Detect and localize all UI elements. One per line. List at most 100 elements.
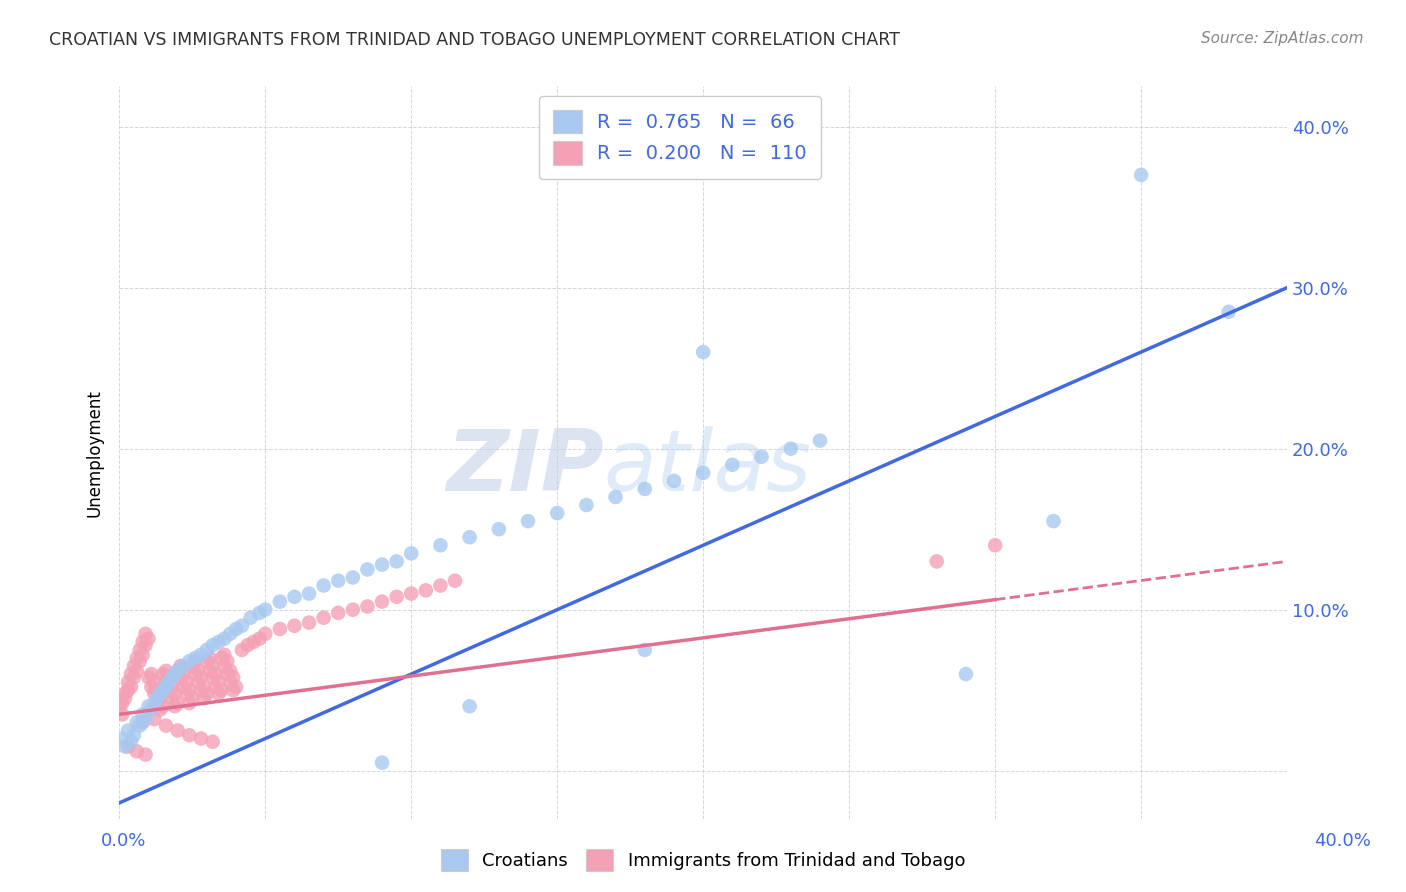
Point (444, 574, 467, 588)
Point (269, 594, 291, 608)
Point (187, 675, 209, 690)
Point (219, 664, 242, 678)
Point (214, 632, 236, 646)
Legend: Croatians, Immigrants from Trinidad and Tobago: Croatians, Immigrants from Trinidad and … (433, 842, 973, 879)
Point (155, 664, 177, 678)
Point (160, 670, 183, 684)
Point (575, 498, 598, 512)
Point (488, 522, 510, 536)
Point (201, 638, 224, 652)
Point (204, 680, 226, 694)
Point (157, 675, 180, 690)
Point (122, 659, 145, 673)
Point (239, 611, 262, 625)
Point (138, 670, 160, 684)
Point (187, 664, 209, 678)
Point (128, 718, 150, 732)
Point (283, 590, 305, 604)
Point (190, 683, 212, 698)
Point (385, 554, 408, 568)
Point (211, 651, 233, 665)
Point (117, 739, 139, 754)
Point (122, 670, 145, 684)
Point (173, 667, 195, 681)
Point (371, 558, 394, 572)
Text: atlas: atlas (605, 425, 811, 508)
Point (179, 683, 201, 698)
Point (120, 735, 142, 749)
Point (195, 654, 218, 668)
Point (135, 638, 157, 652)
Point (193, 691, 215, 706)
Point (955, 667, 977, 681)
Point (605, 490, 627, 504)
Point (111, 731, 134, 746)
Point (160, 691, 183, 706)
Point (219, 675, 242, 690)
Point (125, 744, 148, 758)
Point (179, 728, 201, 742)
Text: 0.0%: 0.0% (101, 831, 146, 849)
Point (1218, 305, 1240, 319)
Point (283, 619, 305, 633)
Point (371, 756, 394, 770)
Point (155, 680, 177, 694)
Point (128, 643, 150, 657)
Point (157, 683, 180, 698)
Point (169, 670, 191, 684)
Point (135, 712, 157, 726)
Point (131, 715, 153, 730)
Point (692, 466, 714, 480)
Point (114, 691, 136, 706)
Point (201, 659, 224, 673)
Point (114, 739, 136, 754)
Point (117, 675, 139, 690)
Point (141, 702, 163, 716)
Point (193, 680, 215, 694)
Point (312, 611, 335, 625)
Point (173, 680, 195, 694)
Y-axis label: Unemployment: Unemployment (86, 389, 103, 516)
Point (195, 643, 218, 657)
Point (114, 686, 136, 700)
Point (141, 680, 163, 694)
Point (198, 664, 221, 678)
Point (207, 635, 229, 649)
Point (181, 691, 204, 706)
Point (808, 434, 831, 448)
Point (298, 615, 321, 630)
Point (662, 474, 685, 488)
Point (236, 638, 259, 652)
Point (242, 635, 264, 649)
Point (166, 664, 188, 678)
Point (135, 747, 157, 762)
Point (138, 632, 160, 646)
Point (184, 667, 207, 681)
Point (692, 345, 714, 359)
Point (149, 702, 172, 716)
Point (173, 659, 195, 673)
Point (179, 654, 201, 668)
Point (342, 603, 364, 617)
Point (371, 594, 394, 608)
Point (399, 546, 422, 560)
Point (458, 699, 481, 714)
Point (176, 686, 198, 700)
Point (163, 699, 186, 714)
Point (201, 670, 224, 684)
Point (195, 686, 218, 700)
Point (217, 667, 239, 681)
Point (135, 627, 157, 641)
Point (222, 670, 245, 684)
Point (399, 586, 422, 600)
Point (125, 664, 148, 678)
Point (751, 450, 773, 464)
Point (125, 651, 148, 665)
Point (149, 691, 172, 706)
Legend: R =  0.765   N =  66, R =  0.200   N =  110: R = 0.765 N = 66, R = 0.200 N = 110 (538, 96, 821, 178)
Point (131, 635, 153, 649)
Point (190, 670, 212, 684)
Point (207, 686, 229, 700)
Point (204, 667, 226, 681)
Point (298, 586, 321, 600)
